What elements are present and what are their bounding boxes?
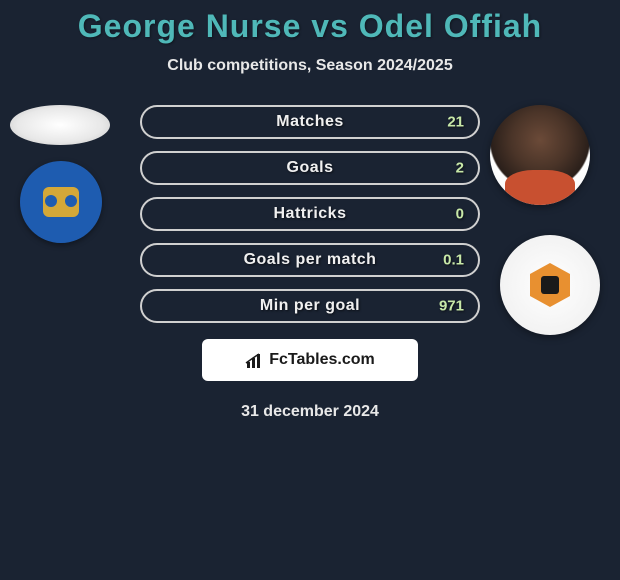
stat-row: Min per goal 971 (140, 289, 480, 323)
club-left-badge (20, 161, 102, 243)
date-text: 31 december 2024 (0, 403, 620, 421)
brand-text: FcTables.com (269, 351, 375, 369)
stat-value-right: 2 (456, 160, 464, 177)
stat-row: Goals 2 (140, 151, 480, 185)
stat-row: Hattricks 0 (140, 197, 480, 231)
chart-bars-icon (245, 352, 265, 368)
shrewsbury-crest-icon (43, 187, 79, 217)
stat-label: Hattricks (274, 205, 347, 223)
stat-row: Goals per match 0.1 (140, 243, 480, 277)
stats-area: Matches 21 Goals 2 Hattricks 0 Goals per… (0, 105, 620, 421)
comparison-subtitle: Club competitions, Season 2024/2025 (0, 57, 620, 75)
stat-value-right: 971 (439, 298, 464, 315)
player-left-avatar (10, 105, 110, 145)
stat-value-right: 0.1 (443, 252, 464, 269)
stat-value-right: 21 (447, 114, 464, 131)
club-right-badge (500, 235, 600, 335)
stat-row: Matches 21 (140, 105, 480, 139)
player-right-avatar (490, 105, 590, 205)
comparison-title: George Nurse vs Odel Offiah (0, 8, 620, 45)
stat-label: Matches (276, 113, 344, 131)
stat-label: Min per goal (260, 297, 360, 315)
stat-value-right: 0 (456, 206, 464, 223)
stat-label: Goals per match (244, 251, 377, 269)
blackpool-crest-icon (530, 263, 570, 307)
stat-label: Goals (287, 159, 334, 177)
brand-badge: FcTables.com (202, 339, 418, 381)
